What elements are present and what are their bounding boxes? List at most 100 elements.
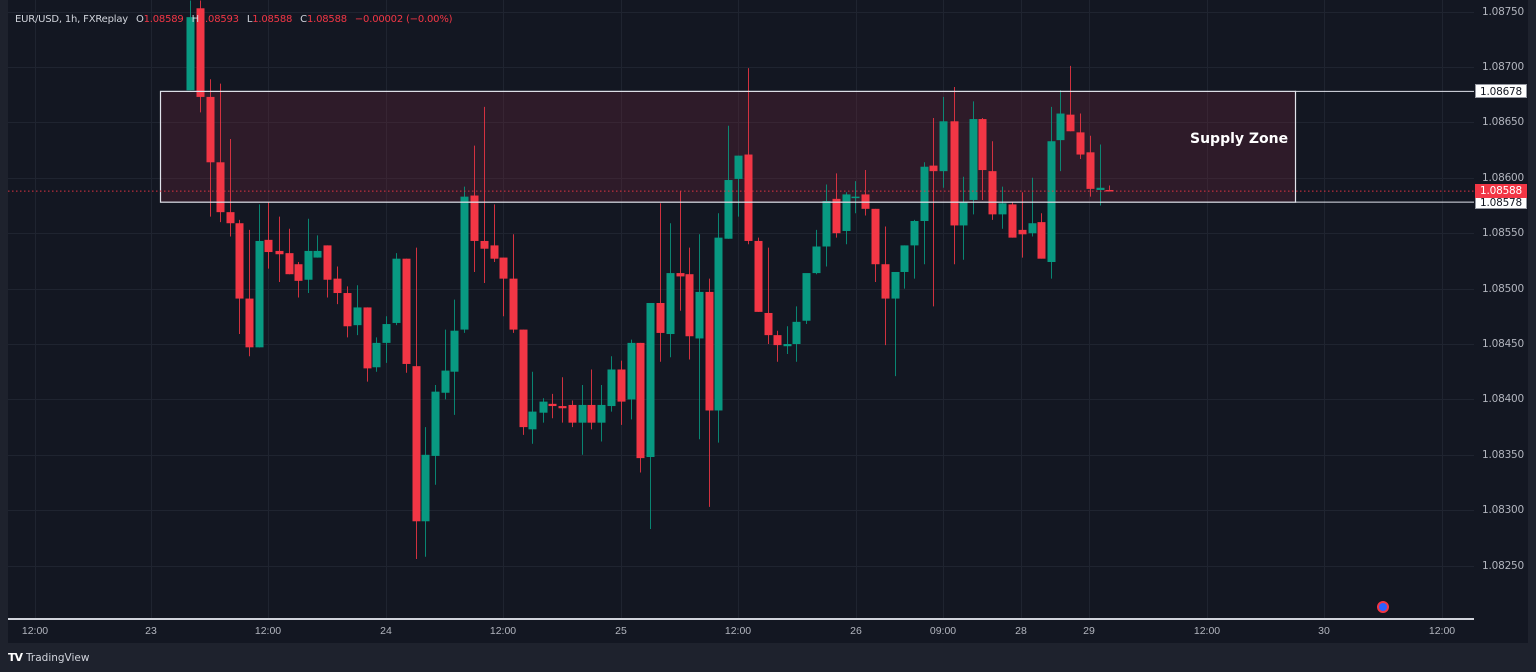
time-tick-label: 30 — [1318, 625, 1330, 637]
chart-frame: EUR/USD, 1h, FXReplay O1.08589 H1.08593 … — [8, 0, 1528, 643]
candle-bullish — [627, 342, 636, 400]
candle-bullish — [392, 258, 401, 323]
candle-bearish — [1066, 114, 1075, 132]
candle-bullish — [900, 245, 909, 272]
candle-bullish — [313, 250, 322, 258]
candle-bullish — [910, 221, 919, 246]
candle-bullish — [1096, 187, 1105, 190]
candle-bullish — [186, 17, 195, 91]
price-tick-label: 1.08550 — [1482, 227, 1525, 240]
candle-bullish — [460, 196, 469, 330]
tradingview-branding[interactable]: TV TradingView — [8, 651, 89, 664]
candle-bearish — [1086, 152, 1095, 189]
candle-bearish — [235, 223, 244, 299]
candle-bullish — [783, 344, 792, 347]
time-axis[interactable]: 12:00 23 12:00 24 12:00 25 12:00 26 09:00 28 29 12:… — [8, 618, 1474, 643]
candle-bearish — [950, 121, 959, 226]
low-value: 1.08588 — [252, 14, 293, 25]
candle-bearish — [929, 165, 938, 172]
candle-bearish — [470, 195, 479, 241]
candle-bearish — [832, 198, 841, 234]
time-tick-label: 12:00 — [489, 625, 517, 637]
candle-bullish — [450, 330, 459, 372]
candle-bullish — [842, 194, 851, 231]
candle-bullish — [528, 411, 537, 430]
candle-bullish — [372, 342, 381, 368]
current-price-label: 1.08588 — [1475, 184, 1527, 199]
high-value: 1.08593 — [198, 14, 239, 25]
change-value: −0.00002 (−0.00%) — [354, 14, 453, 25]
candle-bearish — [402, 258, 411, 364]
price-tick-label: 1.08500 — [1482, 282, 1525, 295]
price-tick-label: 1.08600 — [1482, 171, 1525, 184]
candle-bearish — [275, 250, 284, 255]
open-key: O — [135, 14, 144, 25]
candle-bearish — [226, 212, 235, 224]
candle-bearish — [1008, 204, 1017, 238]
candle-bullish — [382, 324, 391, 343]
candle-bullish — [812, 246, 821, 274]
candle-bearish — [216, 162, 225, 213]
axis-corner — [1474, 618, 1528, 643]
candle-bearish — [1076, 132, 1085, 155]
candle-bearish — [773, 335, 782, 346]
chart-plot-area[interactable]: EUR/USD, 1h, FXReplay O1.08589 H1.08593 … — [8, 0, 1474, 618]
candle-bullish — [851, 196, 860, 199]
candle-bearish — [587, 404, 596, 423]
time-tick-label: 28 — [1015, 625, 1027, 637]
candle-bullish — [597, 404, 606, 423]
candle-bearish — [764, 312, 773, 336]
time-tick-label: 23 — [145, 625, 157, 637]
candle-bullish — [920, 166, 929, 222]
candle-bearish — [568, 404, 577, 423]
symbol-info[interactable]: EUR/USD, 1h, FXReplay — [15, 14, 128, 25]
candle-bearish — [705, 291, 714, 411]
price-tick-label: 1.08250 — [1482, 559, 1525, 572]
candle-bearish — [294, 264, 303, 281]
candle-bearish — [685, 274, 694, 337]
candle-bullish — [431, 391, 440, 456]
tradingview-logo-icon: TV — [8, 651, 23, 664]
candle-bearish — [558, 406, 567, 409]
candle-bearish — [333, 278, 342, 294]
candle-bearish — [323, 245, 332, 280]
supply-zone-border — [159, 90, 1297, 203]
time-tick-label: 12:00 — [1428, 625, 1456, 637]
candle-bullish — [421, 454, 430, 522]
price-tick-label: 1.08350 — [1482, 448, 1525, 461]
candlestick-chart[interactable] — [8, 0, 1474, 618]
candle-bearish — [480, 240, 489, 249]
candle-bearish — [363, 307, 372, 369]
candle-bullish — [734, 155, 743, 179]
open-value: 1.08589 — [143, 14, 184, 25]
candle-bullish — [714, 237, 723, 411]
time-tick-label: 12:00 — [1193, 625, 1221, 637]
candle-bullish — [792, 321, 801, 344]
candle-bearish — [499, 257, 508, 279]
replay-marker-icon[interactable] — [1377, 601, 1389, 613]
candle-bearish — [988, 171, 997, 215]
candle-bullish — [969, 119, 978, 200]
price-tick-label: 1.08300 — [1482, 504, 1525, 517]
candle-bearish — [509, 278, 518, 330]
high-key: H — [191, 14, 200, 25]
time-tick-label: 25 — [615, 625, 627, 637]
price-tick-label: 1.08450 — [1482, 338, 1525, 350]
candle-bullish — [1056, 113, 1065, 141]
time-tick-label: 24 — [380, 625, 392, 637]
candle-bearish — [196, 8, 205, 97]
candle-bearish — [412, 366, 421, 522]
candle-bullish — [578, 404, 587, 423]
brand-name: TradingView — [26, 651, 90, 664]
price-axis[interactable]: 1.08750 1.08700 1.08650 1.08600 1.08550 1.085… — [1474, 0, 1528, 618]
candle-bullish — [666, 273, 675, 335]
candle-bearish — [490, 245, 499, 259]
candle-bullish — [959, 202, 968, 226]
candle-bearish — [881, 264, 890, 299]
candle-bullish — [724, 180, 733, 239]
candle-bullish — [607, 369, 616, 407]
candle-bullish — [255, 240, 264, 348]
time-tick-label: 12:00 — [724, 625, 752, 637]
time-tick-label: 29 — [1083, 625, 1095, 637]
supply-zone-label[interactable]: Supply Zone — [1190, 130, 1289, 147]
